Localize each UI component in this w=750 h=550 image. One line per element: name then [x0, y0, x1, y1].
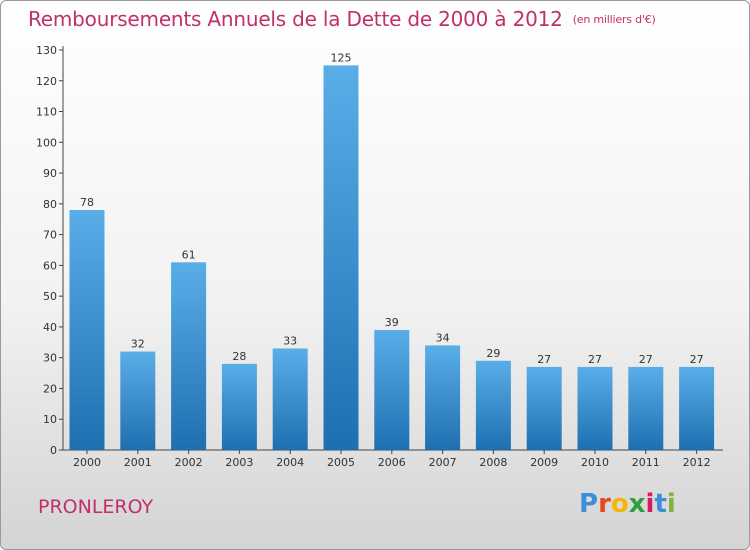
- bar: [69, 210, 105, 450]
- data-label: 27: [690, 353, 704, 366]
- bar: [120, 351, 156, 450]
- logo-letter: P: [579, 489, 599, 519]
- x-tick-label: 2004: [276, 456, 304, 469]
- proxiti-logo: Proxiti: [579, 489, 676, 519]
- logo-letter: i: [645, 489, 655, 519]
- bar: [323, 65, 359, 450]
- bar: [425, 345, 461, 450]
- logo-letter: r: [598, 489, 611, 519]
- chart-title: Remboursements Annuels de la Dette de 20…: [28, 7, 656, 31]
- chart-unit: (en milliers d'€): [572, 13, 656, 26]
- y-tick-label: 80: [43, 198, 57, 211]
- bar: [628, 366, 664, 450]
- chart-data-labels: 78 32 61 28 33 125 39 34 29 27 27 27 27: [80, 51, 704, 366]
- x-tick-label: 2009: [530, 456, 558, 469]
- y-tick-label: 90: [43, 167, 57, 180]
- chart-bars: [69, 65, 715, 450]
- x-tick-label: 2011: [632, 456, 660, 469]
- logo-letter: o: [610, 489, 629, 519]
- logo-letter: t: [654, 489, 667, 519]
- bar: [475, 360, 511, 450]
- y-tick-label: 50: [43, 290, 57, 303]
- bar: [171, 262, 207, 450]
- y-tick-label: 130: [36, 44, 57, 57]
- data-label: 28: [232, 350, 246, 363]
- data-label: 61: [182, 248, 196, 261]
- bar: [272, 348, 308, 450]
- y-tick-label: 10: [43, 413, 57, 426]
- data-label: 33: [283, 334, 297, 347]
- bar: [679, 366, 715, 450]
- y-tick-label: 70: [43, 229, 57, 242]
- y-tick-label: 60: [43, 259, 57, 272]
- y-tick-label: 30: [43, 352, 57, 365]
- x-tick-label: 2003: [225, 456, 253, 469]
- logo-letter: x: [628, 489, 646, 519]
- data-label: 34: [436, 331, 450, 344]
- y-tick-label: 20: [43, 382, 57, 395]
- x-tick-label: 2008: [479, 456, 507, 469]
- x-tick-label: 2005: [327, 456, 355, 469]
- x-tick-label: 2000: [73, 456, 101, 469]
- data-label: 27: [588, 353, 602, 366]
- chart-title-text: Remboursements Annuels de la Dette de 20…: [28, 7, 563, 31]
- bar: [577, 366, 613, 450]
- x-tick-label: 2010: [581, 456, 609, 469]
- chart-axes: 0 10 20 30 40 50 60 70 80 90 100 110 120 130 2000 2001 2…: [36, 44, 723, 469]
- data-label: 29: [486, 347, 500, 360]
- y-tick-label: 100: [36, 136, 57, 149]
- bar: [526, 366, 562, 450]
- commune-name: PRONLEROY: [38, 496, 154, 518]
- x-tick-label: 2012: [683, 456, 711, 469]
- bar: [374, 330, 410, 450]
- x-tick-label: 2001: [124, 456, 152, 469]
- data-label: 39: [385, 316, 399, 329]
- y-tick-label: 110: [36, 106, 57, 119]
- logo-letter: i: [666, 489, 676, 519]
- y-tick-label: 120: [36, 75, 57, 88]
- data-label: 32: [131, 338, 145, 351]
- bar: [221, 363, 257, 450]
- x-tick-label: 2007: [429, 456, 457, 469]
- data-label: 27: [639, 353, 653, 366]
- y-tick-label: 40: [43, 321, 57, 334]
- data-label: 78: [80, 196, 94, 209]
- data-label: 27: [537, 353, 551, 366]
- data-label: 125: [331, 51, 352, 64]
- y-tick-label: 0: [50, 444, 57, 457]
- x-tick-label: 2006: [378, 456, 406, 469]
- x-tick-label: 2002: [175, 456, 203, 469]
